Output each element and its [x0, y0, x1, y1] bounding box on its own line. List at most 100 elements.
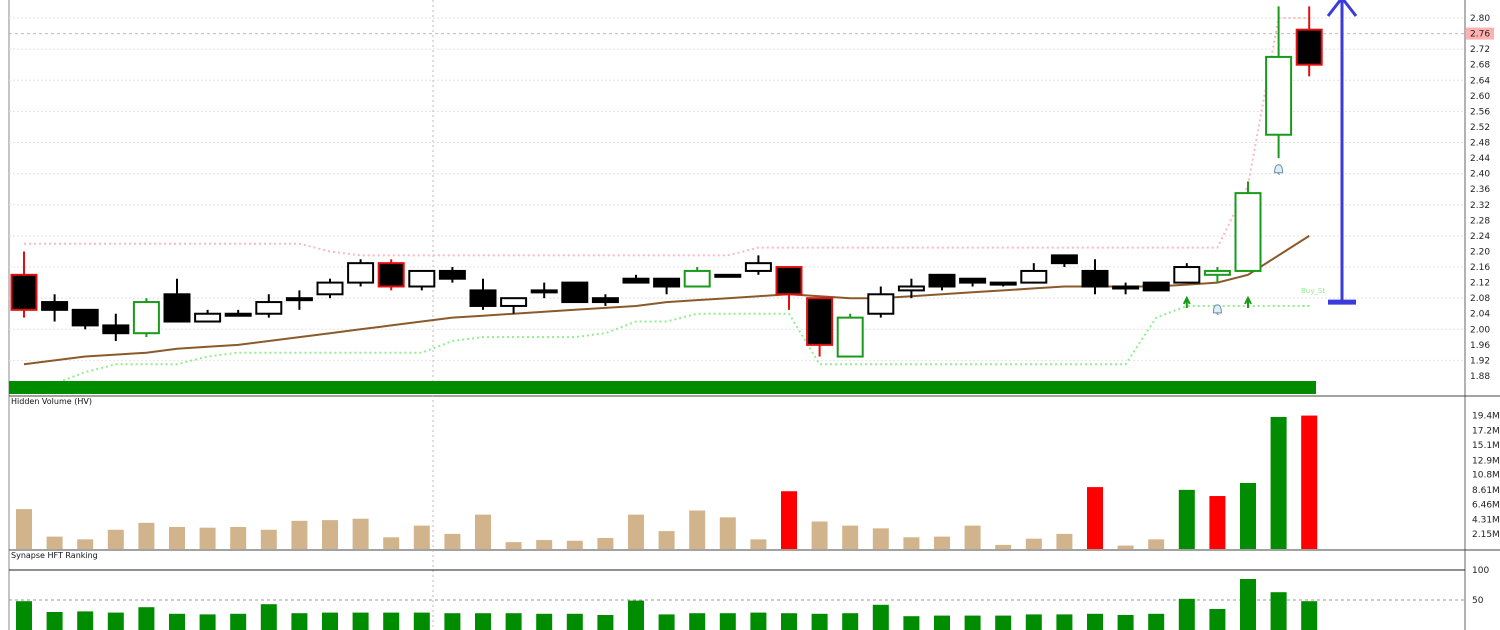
candle-body — [163, 293, 191, 323]
hft-bar — [413, 612, 430, 630]
hft-bar — [138, 607, 155, 630]
volume-bar — [1240, 482, 1256, 549]
up-arrow-icon — [1244, 295, 1252, 308]
hft-bar — [1087, 613, 1103, 630]
grid-layer — [8, 0, 1500, 630]
volume-bar — [322, 520, 338, 549]
volume-bar — [597, 537, 614, 549]
candle-body — [1295, 28, 1323, 66]
candle-body — [1020, 269, 1048, 284]
hft-bar — [444, 613, 461, 630]
price-axis-label: 2.04 — [1470, 310, 1490, 320]
candle-body — [255, 301, 283, 315]
hft-bar — [995, 615, 1012, 630]
price-axis-label: 2.72 — [1470, 45, 1490, 55]
price-axis-label: 1.88 — [1470, 372, 1490, 382]
volume-axis-label: 2.15M — [1472, 530, 1500, 540]
hft-bar — [566, 613, 583, 630]
volume-axis-label: 12.9M — [1472, 456, 1500, 466]
hft-bar — [964, 615, 981, 630]
volume-bar — [413, 525, 430, 549]
hft-bar — [750, 612, 767, 630]
volume-axis-label: 17.2M — [1472, 427, 1500, 437]
volume-bar — [1270, 416, 1287, 549]
price-axis-label: 2.12 — [1470, 279, 1490, 289]
candle-body — [653, 277, 681, 288]
volume-bar — [628, 514, 644, 549]
volume-bar — [964, 525, 981, 549]
hft-bar — [1270, 592, 1287, 630]
hft-axis-label: 50 — [1472, 596, 1484, 606]
volume-axis-label: 4.31M — [1472, 515, 1500, 525]
candle-body — [714, 273, 742, 278]
volume-layer — [16, 415, 1318, 549]
candle-body — [132, 301, 160, 335]
volume-bar — [658, 531, 675, 549]
volume-bar — [505, 542, 522, 549]
bell-icon — [1212, 304, 1222, 316]
volume-bar — [352, 518, 369, 549]
volume-bar — [1301, 415, 1318, 549]
volume-bar — [781, 491, 797, 549]
candle-body — [1203, 269, 1231, 276]
volume-bar — [842, 525, 859, 549]
price-axis-label: 2.48 — [1470, 139, 1490, 149]
volume-bar — [750, 539, 767, 549]
volume-bar — [1056, 533, 1073, 549]
hft-bar — [352, 612, 369, 630]
price-axis-label: 2.36 — [1470, 185, 1490, 195]
candle-body — [1142, 281, 1170, 292]
hft-bar — [689, 613, 706, 630]
hft-bar — [230, 613, 247, 630]
candle-body — [347, 262, 375, 284]
volume-bar — [230, 526, 247, 549]
price-axis-label: 2.32 — [1470, 201, 1490, 211]
candle-body — [1234, 192, 1262, 272]
volume-bar — [291, 520, 308, 549]
price-axis-label: 2.20 — [1470, 247, 1490, 257]
hft-bar — [1178, 598, 1195, 630]
volume-axis-label: 19.4M — [1472, 412, 1500, 422]
hft-bar — [383, 612, 400, 630]
volume-bar — [1025, 538, 1042, 549]
candle-body — [102, 324, 130, 335]
hft-bar — [597, 615, 614, 630]
candle-body — [1081, 269, 1109, 288]
bell-icon — [1274, 164, 1284, 176]
candle-body — [10, 273, 38, 311]
candle-body — [867, 293, 895, 315]
candle-body — [1112, 285, 1140, 290]
candle-body — [897, 285, 925, 292]
price-axis-label: 2.24 — [1470, 232, 1490, 242]
candle-body — [530, 289, 558, 294]
candle-body — [438, 269, 466, 280]
volume-bar — [138, 522, 155, 549]
hft-bar — [842, 613, 859, 630]
price-axis-label: 2.56 — [1470, 107, 1490, 117]
price-axis-label: 2.28 — [1470, 216, 1490, 226]
candle-body — [744, 262, 772, 272]
hft-bar — [322, 612, 338, 630]
hft-bar — [811, 613, 828, 630]
volume-bar — [995, 544, 1012, 549]
price-axis-label: 1.92 — [1470, 356, 1490, 366]
volume-bar — [107, 529, 124, 549]
hft-bar — [199, 614, 216, 630]
hft-bar — [1117, 615, 1134, 630]
volume-bar — [1178, 489, 1195, 549]
price-axis-label: 1.96 — [1470, 341, 1490, 351]
hft-bar — [872, 604, 889, 630]
hft-bar — [1025, 614, 1042, 630]
volume-axis-label: 10.8M — [1472, 471, 1500, 481]
candle-body — [469, 289, 497, 307]
candle-body — [836, 316, 864, 358]
candle-body — [377, 262, 405, 288]
volume-bar — [719, 517, 736, 549]
volume-panel-title: Hidden Volume (HV) — [11, 397, 92, 406]
candle-body — [285, 297, 313, 302]
volume-bar — [199, 527, 216, 549]
hft-layer — [16, 579, 1318, 630]
candle-body — [683, 269, 711, 288]
price-axis-label: 2.16 — [1470, 263, 1490, 273]
current-price-label: 2.76 — [1470, 30, 1490, 40]
